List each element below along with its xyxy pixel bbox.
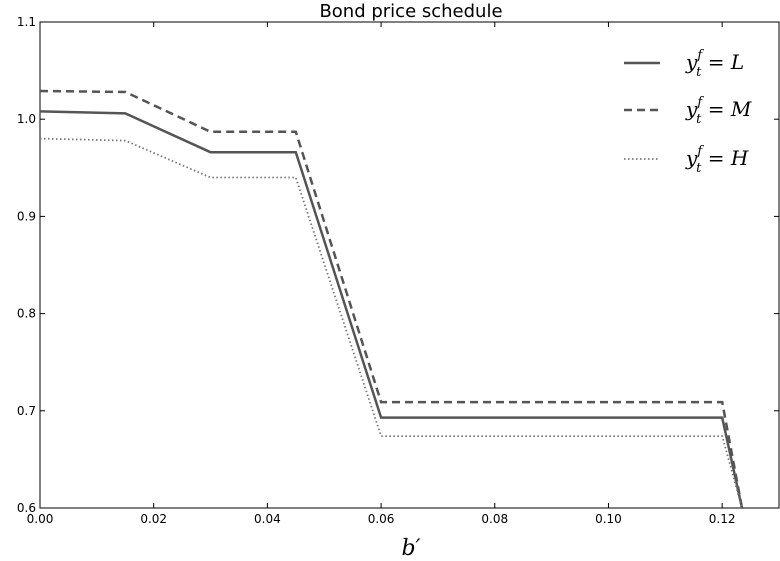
x-axis-label: b′ [401,536,420,561]
y-tick-label: 1.1 [17,15,36,29]
x-tick-label: 0.06 [368,512,395,526]
x-tick-label: 0.00 [27,512,54,526]
series-line-0 [40,110,744,508]
chart-title: Bond price schedule [319,1,502,22]
y-tick-label: 0.6 [17,501,36,515]
series-line-1 [40,89,744,508]
y-tick-label: 0.9 [17,209,36,223]
y-tick-label: 0.8 [17,307,36,321]
plot-frame [39,21,780,509]
y-tick-label: 1.0 [17,112,36,126]
x-tick-label: 0.12 [709,512,736,526]
series-layer [40,89,744,508]
x-tick-label: 0.04 [254,512,281,526]
x-tick-label: 0.02 [140,512,167,526]
x-tick-label: 0.08 [481,512,508,526]
series-line-2 [40,137,743,508]
legend-label: yf t = L [685,48,744,80]
x-tick-label: 0.10 [595,512,622,526]
axis-ticks: 0.00 0.02 0.04 0.06 0.08 0.10 0.12 0.6 0.7 0.8 0.9… [17,15,779,526]
y-tick-label: 0.7 [17,404,36,418]
legend-label: yf t = M [685,95,752,127]
legend-label: yf t = H [685,144,749,176]
legend: yf t = L yf t = M yf t = H [624,48,752,176]
